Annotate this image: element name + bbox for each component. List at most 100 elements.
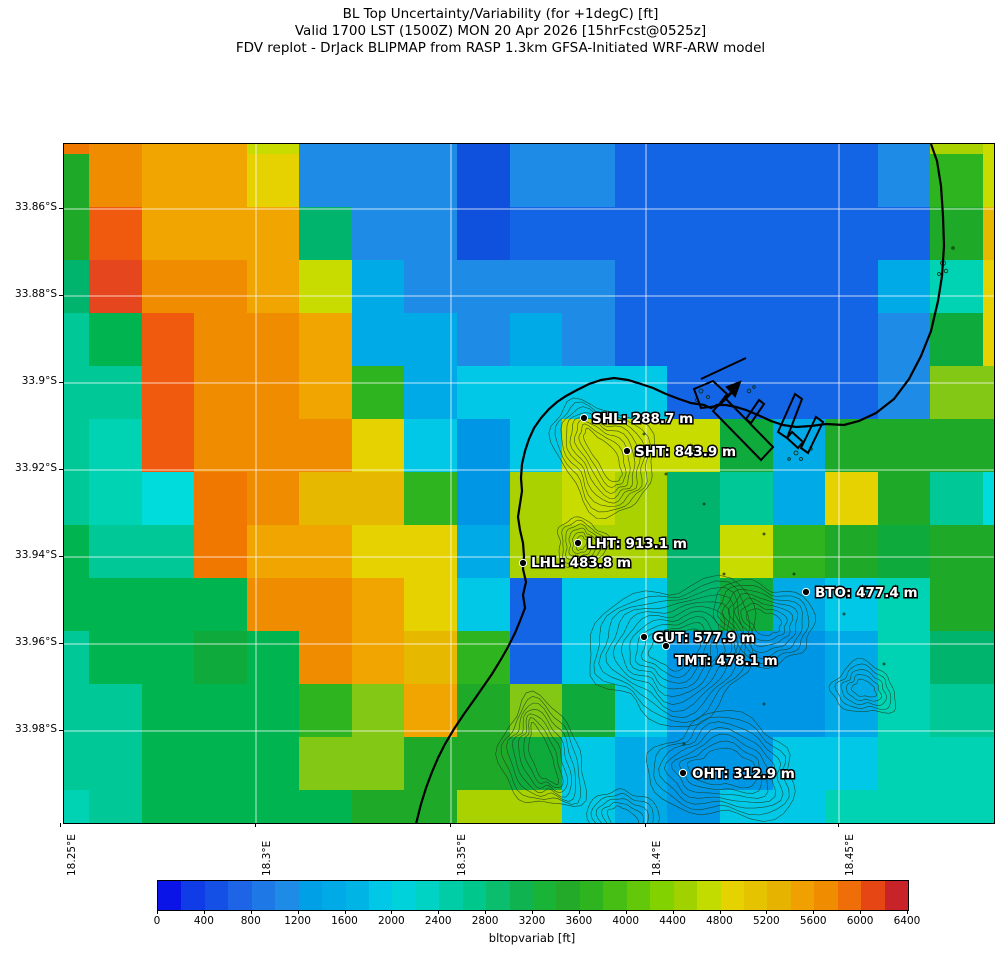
raster-cell xyxy=(457,207,510,260)
raster-cell xyxy=(89,525,142,578)
raster-cell xyxy=(141,207,195,260)
contour-ring xyxy=(828,658,897,714)
raster-cell xyxy=(89,684,142,737)
colorbar-tick xyxy=(157,910,158,914)
raster-cell xyxy=(509,144,563,154)
y-axis-tick xyxy=(59,382,63,383)
raster-cell xyxy=(825,790,878,823)
station-dot xyxy=(678,768,688,778)
raster-cell xyxy=(877,144,931,154)
contour-ring xyxy=(851,678,878,698)
raster-cell xyxy=(825,525,878,578)
title-line-2: Valid 1700 LST (1500Z) MON 20 Apr 2026 [… xyxy=(294,23,707,39)
colorbar-segment xyxy=(767,881,791,910)
raster-cell xyxy=(351,207,405,260)
raster-cell xyxy=(825,260,878,313)
raster-cell xyxy=(562,207,615,260)
raster-cell xyxy=(457,525,510,578)
station-markers: SHL: 288.7 m SHT: 843.9 m LHT: 913.1 m LHL:… xyxy=(518,410,919,784)
raster-cell xyxy=(141,472,195,525)
raster-cell xyxy=(930,472,983,525)
y-axis-label: 33.86°S xyxy=(15,201,57,213)
y-axis-tick xyxy=(59,469,63,470)
raster-cell xyxy=(982,631,994,684)
station-label: SHT: 843.9 m xyxy=(635,444,736,460)
raster-cell xyxy=(457,144,510,154)
colorbar-tick-label: 2000 xyxy=(378,915,405,927)
raster-cell xyxy=(246,144,300,154)
colorbar-tick-label: 3600 xyxy=(565,915,593,927)
raster-cell xyxy=(64,472,89,525)
colorbar-segment xyxy=(743,881,768,910)
contour-ring xyxy=(635,616,714,684)
raster-cell xyxy=(299,144,352,154)
raster-cell xyxy=(667,419,720,472)
raster-cell xyxy=(64,631,89,684)
raster-cell xyxy=(982,144,994,154)
raster-cell xyxy=(299,366,352,419)
raster-cell xyxy=(246,737,300,790)
y-axis-tick xyxy=(59,730,63,731)
raster-cell xyxy=(562,144,615,154)
raster-cell xyxy=(562,472,615,525)
raster-cell xyxy=(982,154,994,207)
raster-cell xyxy=(562,154,615,207)
raster-cell xyxy=(772,737,826,790)
colorbar-segment xyxy=(275,881,299,910)
raster-cell xyxy=(404,684,458,737)
raster-cell xyxy=(194,260,247,313)
raster-cell xyxy=(299,472,352,525)
y-axis-label: 33.96°S xyxy=(15,636,57,648)
harbor-piers xyxy=(692,357,825,462)
raster-cell xyxy=(667,154,720,207)
colorbar-segment xyxy=(861,881,885,910)
contour-ring xyxy=(572,531,592,555)
raster-cell xyxy=(351,790,405,823)
raster-cell xyxy=(64,790,89,823)
raster-cell xyxy=(614,525,668,578)
raster-cell xyxy=(404,737,458,790)
raster-cell xyxy=(89,154,142,207)
raster-cell xyxy=(404,525,458,578)
raster-cell xyxy=(141,419,195,472)
contour-ring xyxy=(578,423,627,488)
contour-ring xyxy=(589,574,757,728)
colorbar-segment xyxy=(837,881,862,910)
raster-cell xyxy=(246,207,300,260)
raster-cell xyxy=(141,260,195,313)
colorbar-segment xyxy=(814,881,838,910)
raster-cell xyxy=(404,631,458,684)
raster-cell xyxy=(614,578,668,631)
raster-cell xyxy=(457,578,510,631)
colorbar-tick-label: 2800 xyxy=(471,915,499,927)
raster-cell xyxy=(877,684,931,737)
station-marker-LHL: LHL: 483.8 m xyxy=(518,554,633,573)
raster-cell xyxy=(246,260,300,313)
y-axis-label: 33.94°S xyxy=(15,549,57,561)
raster-cell xyxy=(930,207,983,260)
y-axis-tick xyxy=(59,208,63,209)
colorbar-segment xyxy=(462,881,487,910)
colorbar-segment xyxy=(673,881,698,910)
raster-cell xyxy=(141,578,195,631)
map-overlay: SHL: 288.7 m SHT: 843.9 m LHT: 913.1 m LHL:… xyxy=(64,144,994,823)
y-axis-tick xyxy=(59,556,63,557)
colorbar-segment xyxy=(790,881,815,910)
contour-ring xyxy=(746,608,782,637)
raster-cell xyxy=(457,366,510,419)
raster-cell xyxy=(194,737,247,790)
coastline-path xyxy=(415,144,946,823)
raster-cell xyxy=(614,366,668,419)
raster-cell xyxy=(930,366,983,419)
x-axis-tick xyxy=(255,823,256,827)
raster-cell xyxy=(719,525,773,578)
raster-cell xyxy=(667,525,720,578)
raster-cell xyxy=(351,313,405,366)
raster-cell xyxy=(509,790,563,823)
raster-cell xyxy=(772,260,826,313)
contour-ring xyxy=(678,740,764,794)
colorbar-tick xyxy=(672,910,674,914)
raster-cell xyxy=(299,260,352,313)
contour-ring xyxy=(569,417,636,499)
map-plot-area: SHL: 288.7 m SHT: 843.9 m LHT: 913.1 m LHL:… xyxy=(63,143,995,824)
